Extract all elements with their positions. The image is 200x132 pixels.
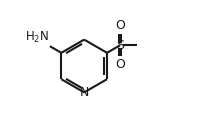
Text: O: O: [115, 19, 125, 32]
Text: N: N: [79, 86, 89, 99]
Text: O: O: [115, 58, 125, 71]
Text: H$_2$N: H$_2$N: [25, 30, 49, 45]
Text: S: S: [116, 39, 124, 52]
